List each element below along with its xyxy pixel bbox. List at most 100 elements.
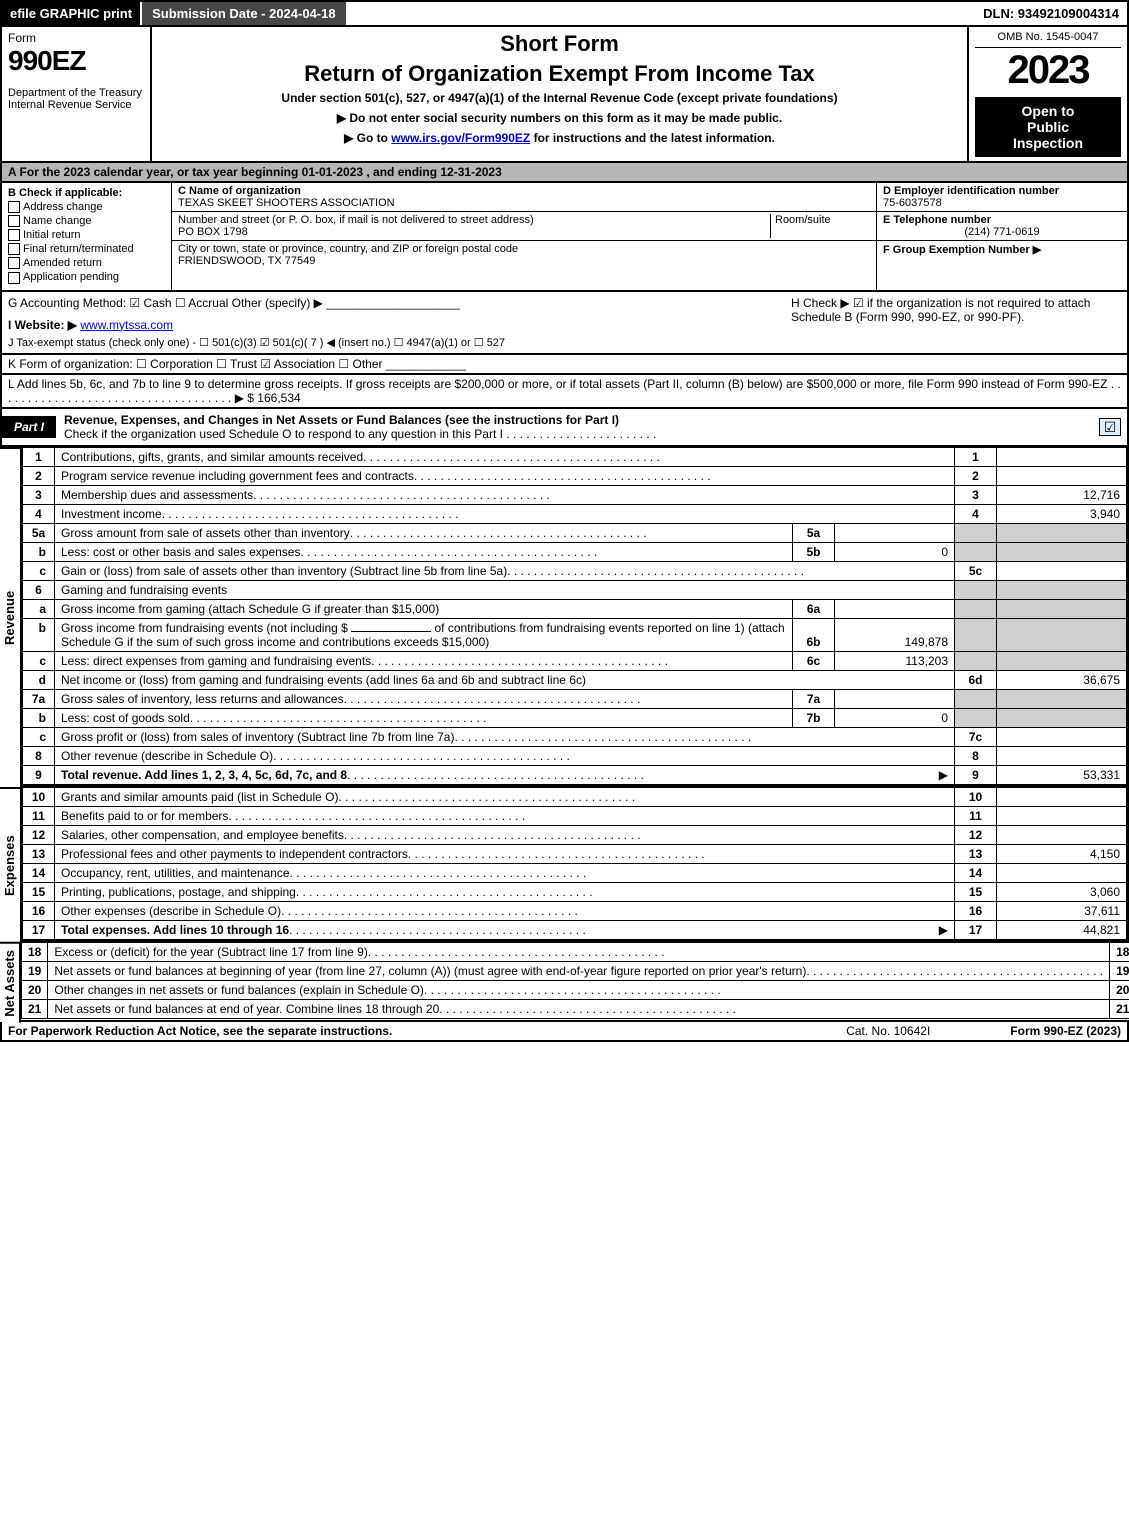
open-line-3: Inspection	[979, 135, 1117, 151]
line-11-rnum: 11	[955, 806, 997, 825]
line-5c-num: c	[23, 561, 55, 580]
line-7c-val	[997, 727, 1127, 746]
col-b-title: B Check if applicable:	[8, 187, 165, 199]
form-label: Form	[8, 31, 144, 45]
line-16-num: 16	[23, 901, 55, 920]
instruction-2: ▶ Go to www.irs.gov/Form990EZ for instru…	[162, 131, 957, 145]
instruction-1: ▶ Do not enter social security numbers o…	[162, 111, 957, 125]
d-ein-label: D Employer identification number	[883, 185, 1059, 197]
line-9-val: 53,331	[997, 765, 1127, 784]
line-4-desc: Investment income	[61, 507, 162, 521]
line-7a-desc: Gross sales of inventory, less returns a…	[61, 692, 344, 706]
line-1-val	[997, 447, 1127, 466]
line-7b-inbox-val: 0	[835, 708, 955, 727]
line-15-val: 3,060	[997, 882, 1127, 901]
bc-row: B Check if applicable: Address change Na…	[0, 183, 1129, 292]
line-7b-num: b	[23, 708, 55, 727]
line-5c-val	[997, 561, 1127, 580]
ck-final-return[interactable]: Final return/terminated	[8, 243, 165, 255]
efile-print-label[interactable]: efile GRAPHIC print	[2, 2, 140, 25]
c-city-label: City or town, state or province, country…	[178, 243, 518, 255]
dept-line-1: Department of the Treasury	[8, 87, 144, 99]
line-15-num: 15	[23, 882, 55, 901]
line-15-rnum: 15	[955, 882, 997, 901]
line-14-val	[997, 863, 1127, 882]
line-2-desc: Program service revenue including govern…	[61, 469, 414, 483]
line-8-desc: Other revenue (describe in Schedule O)	[61, 749, 273, 763]
line-3-desc: Membership dues and assessments	[61, 488, 253, 502]
col-b-checkboxes: B Check if applicable: Address change Na…	[2, 183, 172, 290]
c-room-label: Room/suite	[775, 214, 831, 226]
col-de: D Employer identification number 75-6037…	[877, 183, 1127, 290]
line-10-desc: Grants and similar amounts paid (list in…	[61, 790, 338, 804]
line-16-val: 37,611	[997, 901, 1127, 920]
irs-link[interactable]: www.irs.gov/Form990EZ	[391, 131, 530, 145]
line-19-num: 19	[22, 961, 48, 980]
line-6a-inbox-val	[835, 599, 955, 618]
submission-date: Submission Date - 2024-04-18	[140, 2, 346, 25]
ck-amended-return[interactable]: Amended return	[8, 257, 165, 269]
l-text: L Add lines 5b, 6c, and 7b to line 9 to …	[8, 377, 1121, 405]
d-ein: 75-6037578	[883, 197, 942, 209]
line-7c-num: c	[23, 727, 55, 746]
line-6c-rval-shade	[997, 651, 1127, 670]
line-21-num: 21	[22, 999, 48, 1018]
line-6b-inbox-label: 6b	[793, 618, 835, 651]
subtitle: Under section 501(c), 527, or 4947(a)(1)…	[162, 91, 957, 105]
line-5b-rnum-shade	[955, 542, 997, 561]
short-form-title: Short Form	[162, 31, 957, 57]
line-6a-desc: Gross income from gaming (attach Schedul…	[61, 602, 439, 616]
line-13-desc: Professional fees and other payments to …	[61, 847, 408, 861]
part-1-label: Part I	[2, 416, 56, 438]
line-6d-desc: Net income or (loss) from gaming and fun…	[61, 673, 586, 687]
line-3-rnum: 3	[955, 485, 997, 504]
c-name-label: C Name of organization	[178, 185, 301, 197]
line-9-rnum: 9	[955, 765, 997, 784]
line-4-num: 4	[23, 504, 55, 523]
line-1-rnum: 1	[955, 447, 997, 466]
i-website: I Website: ▶ www.mytssa.com	[8, 318, 791, 332]
line-7c-desc: Gross profit or (loss) from sales of inv…	[61, 730, 454, 744]
net-assets-tab: Net Assets	[0, 942, 21, 1023]
line-5c-rnum: 5c	[955, 561, 997, 580]
footer-cat: Cat. No. 10642I	[846, 1024, 930, 1038]
k-form-of-org: K Form of organization: ☐ Corporation ☐ …	[0, 355, 1129, 375]
line-7a-num: 7a	[23, 689, 55, 708]
c-street-label: Number and street (or P. O. box, if mail…	[178, 214, 534, 226]
part-1-checkbox[interactable]: ☑	[1099, 418, 1121, 436]
ck-application-pending[interactable]: Application pending	[8, 271, 165, 283]
line-9-num: 9	[23, 765, 55, 784]
line-21-rnum: 21	[1110, 999, 1129, 1018]
form-number: 990EZ	[8, 45, 144, 77]
line-6d-num: d	[23, 670, 55, 689]
line-6b-rnum-shade	[955, 618, 997, 651]
part-1-title: Revenue, Expenses, and Changes in Net As…	[56, 409, 1099, 445]
footer-left: For Paperwork Reduction Act Notice, see …	[8, 1024, 392, 1038]
line-14-rnum: 14	[955, 863, 997, 882]
instr2-pre: ▶ Go to	[344, 131, 391, 145]
footer-right: Form 990-EZ (2023)	[1010, 1024, 1121, 1038]
line-20-desc: Other changes in net assets or fund bala…	[54, 983, 424, 997]
header-right: OMB No. 1545-0047 2023 Open to Public In…	[967, 27, 1127, 161]
line-5a-rval-shade	[997, 523, 1127, 542]
line-20-rnum: 20	[1110, 980, 1129, 999]
line-17-rnum: 17	[955, 920, 997, 939]
line-13-num: 13	[23, 844, 55, 863]
ck-address-change[interactable]: Address change	[8, 201, 165, 213]
website-link[interactable]: www.mytssa.com	[80, 318, 173, 332]
ck-name-change[interactable]: Name change	[8, 215, 165, 227]
dln: DLN: 93492109004314	[975, 2, 1127, 25]
line-5a-inbox-label: 5a	[793, 523, 835, 542]
line-13-val: 4,150	[997, 844, 1127, 863]
line-4-rnum: 4	[955, 504, 997, 523]
topbar: efile GRAPHIC print Submission Date - 20…	[0, 0, 1129, 27]
line-3-num: 3	[23, 485, 55, 504]
row-a-tax-year: A For the 2023 calendar year, or tax yea…	[0, 163, 1129, 183]
line-5b-inbox-label: 5b	[793, 542, 835, 561]
ck-initial-return[interactable]: Initial return	[8, 229, 165, 241]
line-6c-inbox-label: 6c	[793, 651, 835, 670]
c-city: FRIENDSWOOD, TX 77549	[178, 255, 315, 267]
line-18-desc: Excess or (deficit) for the year (Subtra…	[54, 945, 367, 959]
part-1-subtitle: Check if the organization used Schedule …	[64, 427, 656, 441]
line-7a-rval-shade	[997, 689, 1127, 708]
